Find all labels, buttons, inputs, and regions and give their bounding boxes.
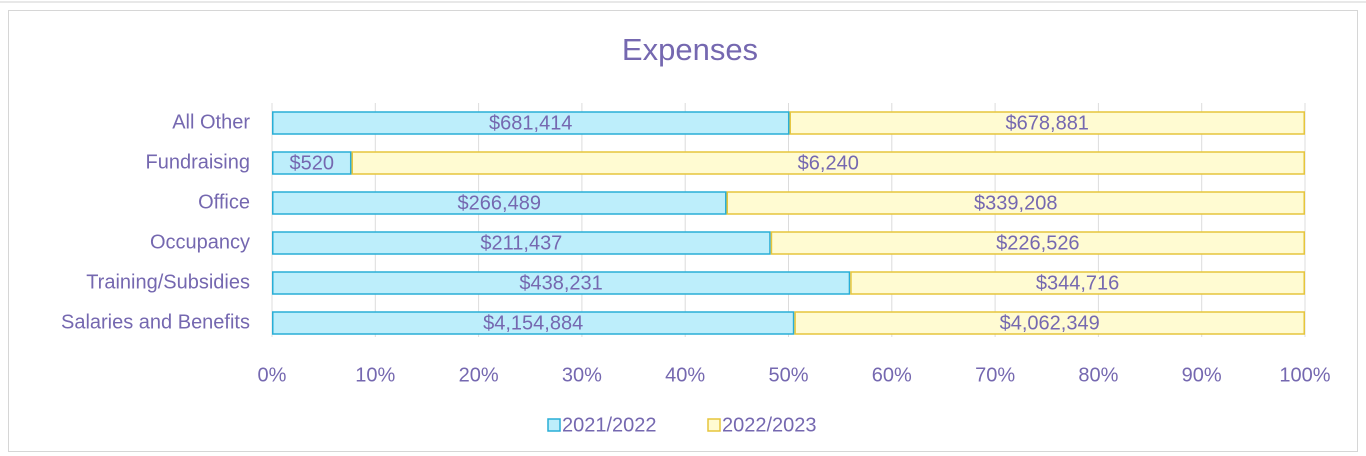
data-label: $211,437 [480, 232, 562, 254]
x-tick-label: 50% [768, 364, 808, 386]
x-tick-label: 100% [1279, 364, 1330, 386]
x-tick-label: 0% [258, 364, 287, 386]
bar-segment [770, 231, 1305, 255]
x-tick-label: 90% [1182, 364, 1222, 386]
data-label: $339,208 [974, 192, 1057, 214]
data-label: $266,489 [458, 192, 541, 214]
x-tick-label: 40% [665, 364, 705, 386]
legend-label: 2022/2023 [722, 414, 817, 436]
bar-segment [351, 151, 1305, 175]
bar-segment [850, 271, 1305, 295]
data-label: $520 [289, 152, 334, 174]
bar-segment [272, 191, 727, 215]
y-tick-label: Occupancy [150, 231, 250, 253]
data-label: $6,240 [798, 152, 859, 174]
bar-segment [794, 311, 1305, 335]
legend-swatch [547, 418, 561, 432]
bar-segment [272, 111, 790, 135]
y-tick-label: Fundraising [145, 151, 250, 173]
y-tick-label: All Other [172, 111, 250, 133]
bar-segment [789, 111, 1305, 135]
y-tick-label: Salaries and Benefits [61, 311, 250, 333]
bar-segment [272, 271, 851, 295]
bar-segment [272, 311, 795, 335]
x-tick-label: 70% [975, 364, 1015, 386]
y-tick-label: Office [198, 191, 250, 213]
chart-frame [8, 10, 1358, 452]
x-tick-label: 10% [355, 364, 395, 386]
x-tick-label: 60% [872, 364, 912, 386]
legend-swatch [707, 418, 721, 432]
data-label: $438,231 [519, 272, 602, 294]
data-label: $678,881 [1006, 112, 1089, 134]
data-label: $4,062,349 [1000, 312, 1100, 334]
data-label: $226,526 [996, 232, 1079, 254]
x-tick-label: 20% [459, 364, 499, 386]
bar-segment [272, 151, 352, 175]
bar-segment [272, 231, 771, 255]
y-tick-label: Training/Subsidies [86, 271, 250, 293]
x-tick-label: 80% [1078, 364, 1118, 386]
x-tick-label: 30% [562, 364, 602, 386]
data-label: $344,716 [1036, 272, 1119, 294]
data-label: $4,154,884 [483, 312, 583, 334]
data-label: $681,414 [489, 112, 572, 134]
chart-title: Expenses [622, 32, 758, 67]
legend-label: 2021/2022 [562, 414, 657, 436]
bar-segment [726, 191, 1305, 215]
